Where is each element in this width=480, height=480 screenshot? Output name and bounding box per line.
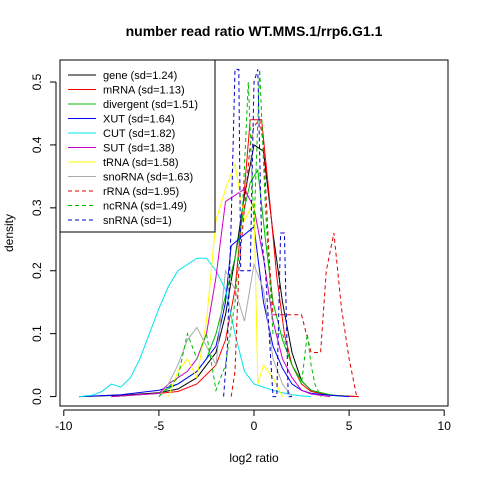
series-line-8: [230, 118, 358, 397]
y-tick-label: 0.0: [30, 388, 44, 405]
x-tick-label: 10: [438, 419, 452, 433]
series-line-6: [167, 161, 283, 397]
series-line-1: [111, 119, 359, 398]
y-tick-label: 0.1: [30, 325, 44, 342]
x-axis-label: log2 ratio: [229, 451, 279, 465]
chart-title: number read ratio WT.MMS.1/rrp6.G1.1: [126, 23, 383, 39]
series-layer: [78, 68, 359, 398]
x-axis: -10 -5 0 5 10: [55, 409, 452, 433]
x-tick-label: 0: [251, 419, 258, 433]
legend-entry: snoRNA (sd=1.63): [103, 172, 193, 184]
legend-entry: divergent (sd=1.51): [103, 99, 198, 111]
x-tick-label: 5: [346, 419, 353, 433]
legend-entry: rRNA (sd=1.95): [103, 186, 179, 198]
series-line-7: [158, 262, 293, 397]
legend-entry: mRNA (sd=1.13): [103, 85, 185, 97]
legend-entry: tRNA (sd=1.58): [103, 157, 179, 169]
legend-entry: XUT (sd=1.64): [103, 114, 175, 126]
series-line-9: [158, 69, 322, 397]
legend-entry: ncRNA (sd=1.49): [103, 201, 187, 213]
legend: gene (sd=1.24) mRNA (sd=1.13) divergent (s…: [59, 59, 216, 233]
legend-entry: snRNA (sd=1): [103, 215, 172, 227]
series-line-3: [78, 225, 350, 398]
plot-frame: [59, 59, 449, 407]
y-axis-label: density: [2, 214, 16, 252]
series-line-4: [78, 257, 312, 398]
legend-entry: SUT (sd=1.38): [103, 143, 175, 155]
x-tick-label: -5: [154, 419, 165, 433]
series-line-10: [223, 68, 292, 398]
series-line-5: [111, 188, 331, 398]
legend-box: [59, 59, 216, 233]
legend-entry: CUT (sd=1.82): [103, 128, 175, 140]
y-tick-label: 0.3: [30, 199, 44, 216]
y-tick-label: 0.4: [30, 136, 44, 153]
x-tick-label: -10: [55, 419, 73, 433]
y-axis: 0.0 0.1 0.2 0.3 0.4 0.5: [30, 73, 57, 405]
legend-entry: gene (sd=1.24): [103, 70, 177, 82]
y-tick-label: 0.5: [30, 73, 44, 90]
y-tick-label: 0.2: [30, 262, 44, 279]
